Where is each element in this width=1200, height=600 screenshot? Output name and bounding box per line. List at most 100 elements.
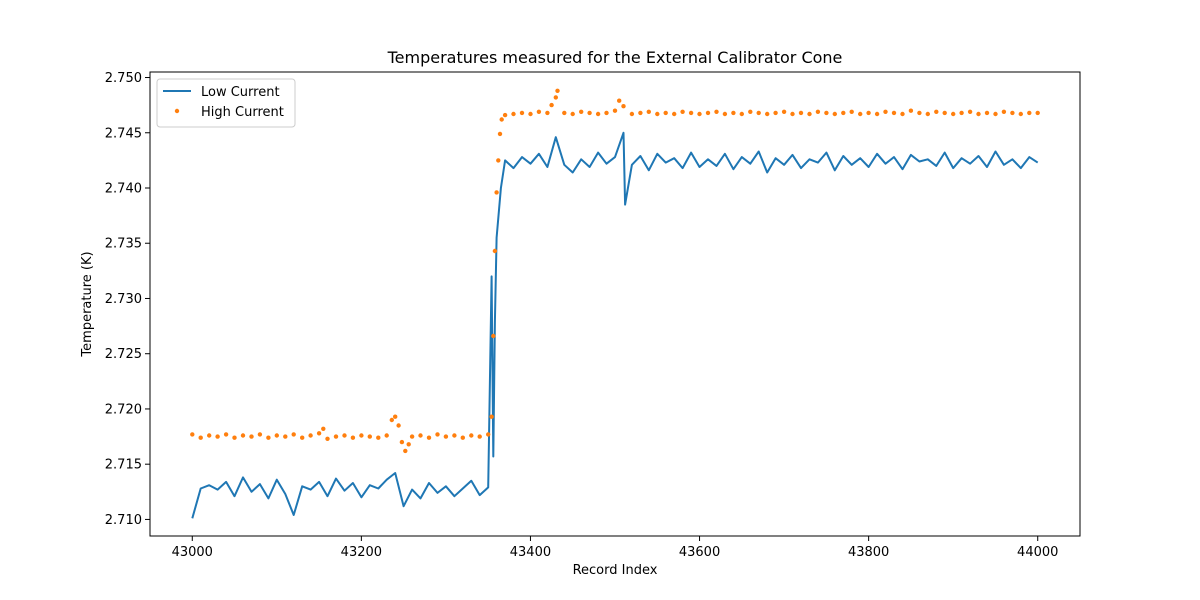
y-tick-label: 2.715 — [105, 458, 142, 473]
data-point — [722, 111, 728, 117]
legend: Low Current High Current — [156, 78, 296, 128]
data-point — [333, 434, 339, 439]
legend-box — [156, 78, 296, 128]
data-point — [748, 109, 753, 115]
data-point — [536, 109, 542, 115]
legend-dot-marker — [174, 108, 180, 114]
x-tick-label: 43400 — [510, 545, 551, 560]
y-tick-label: 2.710 — [105, 513, 142, 528]
data-point — [418, 433, 423, 438]
data-point — [570, 111, 575, 117]
data-point — [579, 109, 584, 115]
data-point — [1035, 110, 1040, 116]
data-point — [325, 436, 330, 441]
data-point — [832, 111, 837, 117]
data-point — [376, 435, 381, 440]
data-point — [900, 111, 905, 117]
data-point — [257, 432, 263, 437]
data-point — [316, 431, 322, 436]
y-tick-label: 2.735 — [105, 237, 142, 252]
data-point — [399, 439, 405, 445]
data-point — [496, 158, 501, 163]
data-point — [739, 111, 744, 117]
data-point — [617, 98, 622, 103]
data-point — [663, 110, 668, 116]
data-point — [393, 414, 398, 419]
data-point — [883, 109, 888, 115]
y-tick-label: 2.740 — [105, 182, 142, 197]
data-point — [934, 109, 939, 115]
x-tick-label: 43800 — [848, 545, 889, 560]
data-point — [499, 117, 504, 122]
data-point — [908, 108, 914, 113]
data-point — [266, 435, 271, 440]
data-point — [790, 111, 795, 117]
chart-title: Temperatures measured for the External C… — [387, 48, 843, 67]
data-point — [460, 435, 465, 440]
data-point — [688, 110, 694, 116]
x-tick-label: 43200 — [341, 545, 382, 560]
data-point — [545, 110, 550, 116]
data-point — [756, 110, 761, 116]
x-tick-label: 43000 — [172, 545, 213, 560]
data-point — [807, 111, 812, 117]
data-point — [384, 433, 389, 438]
data-point — [815, 109, 821, 115]
data-point — [891, 110, 897, 116]
plot-area — [149, 71, 1081, 537]
data-point — [232, 435, 237, 440]
data-point — [549, 102, 554, 108]
y-tick-label: 2.725 — [105, 347, 142, 362]
data-point — [1010, 110, 1015, 116]
data-point — [841, 110, 846, 116]
data-point — [511, 111, 516, 117]
data-point — [249, 434, 254, 439]
y-tick-label: 2.750 — [105, 71, 142, 86]
data-point — [993, 111, 998, 117]
data-point — [207, 433, 212, 438]
y-axis: 2.710 2.715 2.720 2.725 2.730 2.735 2.740 2.745… — [105, 71, 150, 528]
data-point — [519, 110, 525, 116]
data-point — [781, 109, 787, 115]
data-point — [283, 434, 288, 439]
data-point — [443, 434, 449, 439]
data-point — [849, 109, 854, 115]
y-tick-label: 2.730 — [105, 292, 142, 307]
data-point — [491, 333, 496, 339]
data-point — [705, 110, 711, 116]
data-point — [426, 435, 432, 440]
data-point — [486, 432, 491, 437]
data-point — [858, 111, 863, 117]
data-point — [492, 248, 498, 254]
data-point — [553, 95, 558, 100]
data-point — [959, 110, 964, 116]
data-point — [595, 111, 601, 117]
data-point — [951, 111, 956, 117]
data-point — [555, 88, 560, 94]
data-point — [604, 110, 609, 116]
legend-entry-low-current: Low Current — [201, 85, 280, 100]
data-point — [984, 110, 990, 116]
data-point — [435, 432, 440, 437]
data-point — [967, 109, 973, 115]
data-point — [300, 435, 305, 440]
data-point — [409, 434, 415, 439]
data-point — [646, 109, 651, 115]
data-point — [655, 111, 660, 117]
data-point — [1027, 110, 1032, 116]
data-point — [942, 110, 947, 116]
data-point — [629, 111, 635, 117]
data-point — [342, 433, 347, 438]
data-point — [198, 435, 203, 440]
data-point — [714, 109, 719, 115]
data-point — [291, 432, 296, 437]
data-point — [452, 433, 457, 438]
data-point — [350, 435, 356, 440]
data-point — [917, 110, 922, 116]
data-point — [469, 433, 474, 438]
x-axis: 43000 43200 43400 43600 43800 44000 — [172, 536, 1058, 560]
y-tick-label: 2.720 — [105, 402, 142, 417]
series-points-high-current — [190, 88, 1040, 454]
y-tick-label: 2.745 — [105, 126, 142, 141]
